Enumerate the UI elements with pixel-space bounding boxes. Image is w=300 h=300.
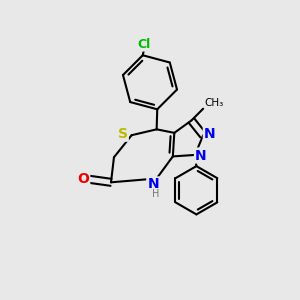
Text: Cl: Cl xyxy=(138,38,151,51)
Text: N: N xyxy=(204,127,215,141)
Text: CH₃: CH₃ xyxy=(204,98,223,108)
Text: N: N xyxy=(195,148,207,163)
Text: N: N xyxy=(147,177,159,191)
Text: S: S xyxy=(118,127,128,141)
Text: O: O xyxy=(77,172,89,186)
Text: H: H xyxy=(152,189,159,199)
